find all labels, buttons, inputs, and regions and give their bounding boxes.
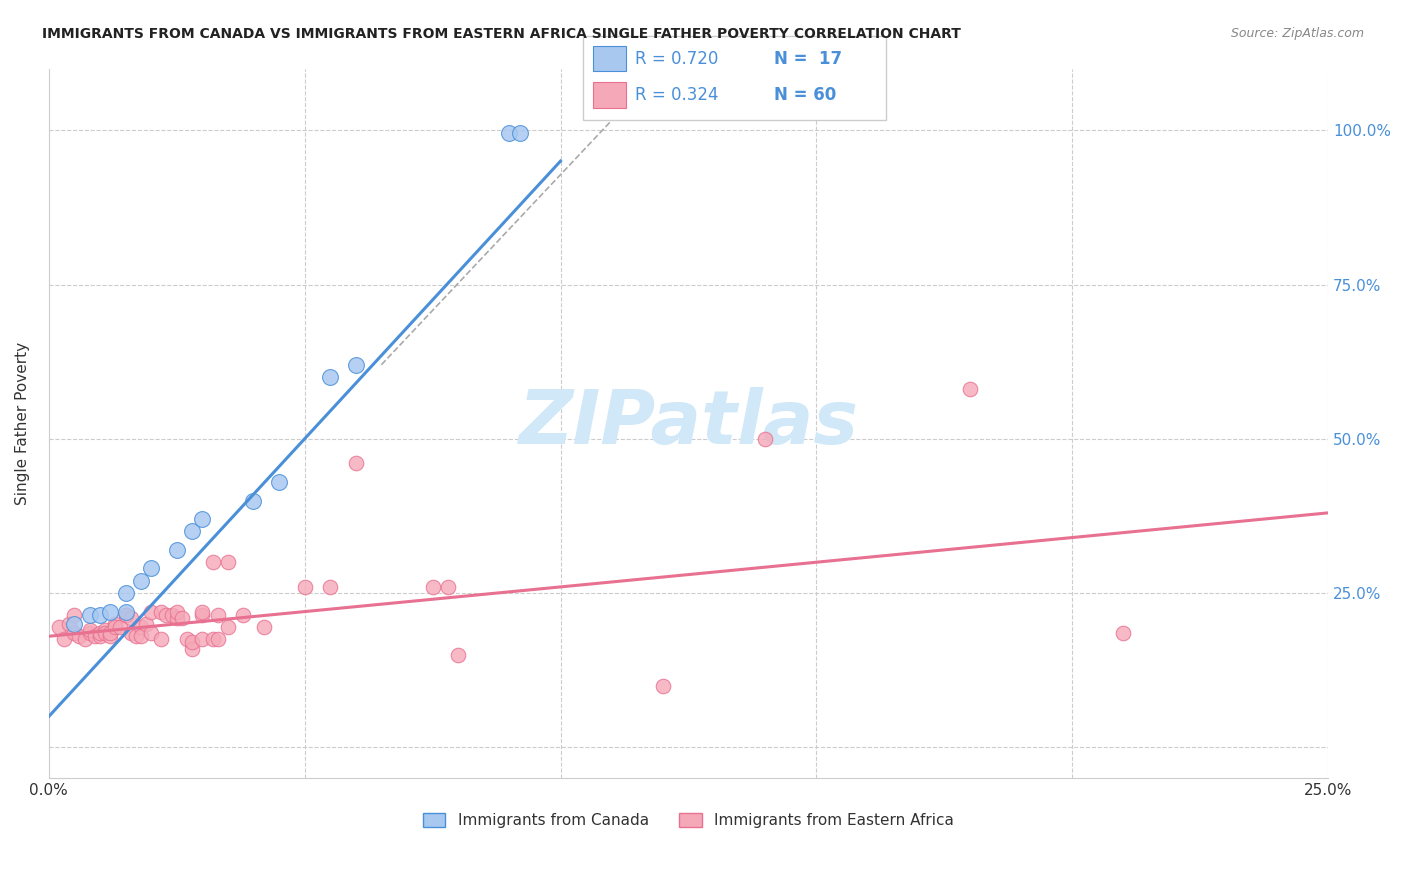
Point [344,358,367,372]
Point [69,629,91,643]
Point [73,632,96,647]
Point [114,607,136,622]
FancyBboxPatch shape [583,36,886,120]
Point [110,620,132,634]
Point [160,607,183,622]
Point [129,620,152,634]
Point [166,611,188,625]
Point [344,457,367,471]
Point [114,607,136,622]
Text: N = 60: N = 60 [773,86,837,104]
Point [155,607,177,622]
Y-axis label: Single Father Poverty: Single Father Poverty [15,342,30,505]
Point [79,623,101,637]
Point [176,632,198,647]
Text: Source: ZipAtlas.com: Source: ZipAtlas.com [1230,27,1364,40]
Point [125,629,148,643]
Point [170,611,193,625]
Point [253,620,276,634]
Point [217,620,239,634]
Point [319,370,342,384]
Point [754,432,776,446]
Point [422,580,444,594]
Point [959,383,981,397]
Point [201,632,224,647]
Text: R = 0.720: R = 0.720 [636,50,718,68]
Point [114,586,136,600]
Point [166,542,188,557]
Point [166,605,188,619]
Point [294,580,316,594]
Point [63,626,86,640]
Point [89,607,111,622]
Point [267,475,290,489]
Point [104,616,127,631]
Point [139,605,162,619]
Point [150,632,173,647]
Point [191,607,214,622]
Point [89,629,111,643]
Point [79,607,101,622]
Point [150,605,173,619]
Point [135,616,157,631]
Text: R = 0.324: R = 0.324 [636,86,718,104]
Point [139,626,162,640]
Point [498,126,520,140]
Point [53,632,76,647]
Text: IMMIGRANTS FROM CANADA VS IMMIGRANTS FROM EASTERN AFRICA SINGLE FATHER POVERTY C: IMMIGRANTS FROM CANADA VS IMMIGRANTS FRO… [42,27,962,41]
Point [181,641,204,656]
Point [191,632,214,647]
Point [447,648,470,662]
Point [1112,626,1135,640]
FancyBboxPatch shape [592,82,626,108]
Point [63,607,86,622]
Legend: Immigrants from Canada, Immigrants from Eastern Africa: Immigrants from Canada, Immigrants from … [416,807,960,834]
Point [129,574,152,588]
Point [181,524,204,539]
Point [191,512,214,526]
Point [63,616,86,631]
Point [207,607,229,622]
Point [191,605,214,619]
Point [94,623,117,637]
Point [232,607,254,622]
Point [98,605,121,619]
Point [89,626,111,640]
Point [94,626,117,640]
Point [98,629,121,643]
Point [83,629,105,643]
Point [242,493,264,508]
Point [79,626,101,640]
Point [181,635,204,649]
Text: ZIPatlas: ZIPatlas [519,387,859,460]
Point [139,561,162,575]
Point [207,632,229,647]
FancyBboxPatch shape [592,45,626,71]
Point [651,679,673,693]
Point [129,629,152,643]
Point [120,611,142,625]
Point [98,626,121,640]
Point [201,555,224,569]
Text: N =  17: N = 17 [773,50,842,68]
Point [120,626,142,640]
Point [114,605,136,619]
Point [217,555,239,569]
Point [48,620,70,634]
Point [319,580,342,594]
Point [58,616,80,631]
Point [437,580,460,594]
Point [509,126,531,140]
Point [104,620,127,634]
